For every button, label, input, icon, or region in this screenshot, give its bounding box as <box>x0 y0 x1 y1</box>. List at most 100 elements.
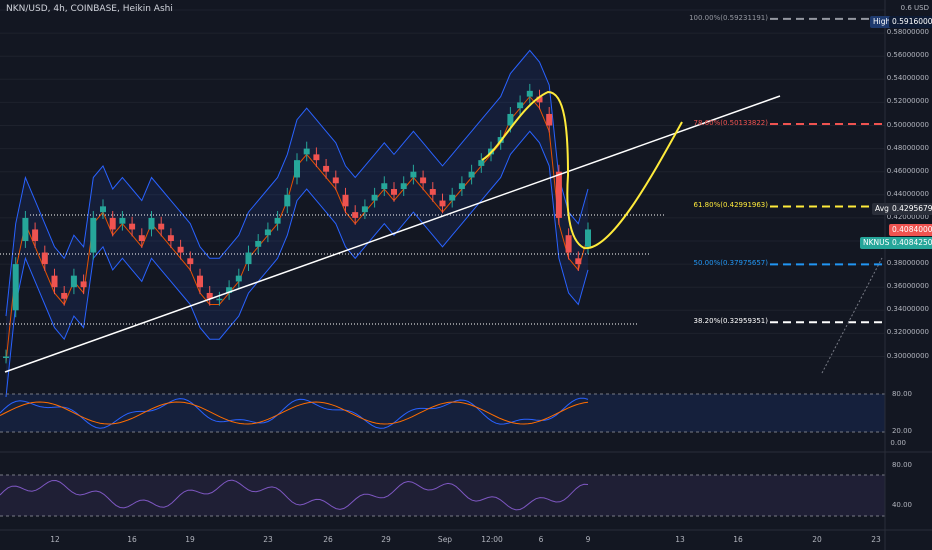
time-tick: 12:00 <box>481 535 503 544</box>
price-tick: 0.52000000 <box>886 97 929 106</box>
candle-body <box>536 96 543 103</box>
candle-body <box>381 183 388 190</box>
candle-body <box>410 171 417 178</box>
candle-body <box>274 217 281 224</box>
candle-body <box>90 217 97 253</box>
candle-body <box>284 194 291 207</box>
candle-body <box>555 171 562 218</box>
price-tick: 0.30000000 <box>886 351 929 360</box>
osc2-tick-40: 40.00 <box>891 501 912 509</box>
stoch-d-line <box>0 401 589 425</box>
candle-body <box>129 223 136 230</box>
candle-body <box>468 171 475 178</box>
high-tag-label: High <box>870 16 894 28</box>
dashed-projection <box>821 257 883 374</box>
candle-body <box>517 102 524 109</box>
price-tick: 0.34000000 <box>886 305 929 314</box>
price-tick: 0.50000000 <box>886 120 929 129</box>
symbol-tag-label: NKNUSD <box>860 237 899 249</box>
rsi-line <box>0 479 589 511</box>
fib-label: 78.60%(0.50133822) <box>693 118 768 127</box>
price-tick: 0.56000000 <box>886 51 929 60</box>
candle-body <box>226 287 233 293</box>
candle-body <box>323 165 330 172</box>
time-tick: 12 <box>50 535 60 544</box>
stoch-k-line <box>0 397 589 429</box>
candle-body <box>3 356 9 358</box>
candle-body <box>575 258 582 265</box>
osc1-tick-0: 0.00 <box>890 439 906 447</box>
candle-body <box>332 177 339 184</box>
time-tick: 16 <box>127 535 137 544</box>
candle-body <box>400 183 407 190</box>
candle-body <box>206 292 213 299</box>
symbol-header: NKN/USD, 4h, COINBASE, Heikin Ashi <box>6 4 173 14</box>
time-tick: 9 <box>585 535 591 544</box>
candle-body <box>478 160 485 166</box>
price-tag-red: 0.40840000 <box>889 224 932 236</box>
candle-body <box>361 206 368 213</box>
price-tick: 0.38000000 <box>886 259 929 268</box>
price-tick: 0.32000000 <box>886 328 929 337</box>
price-tick: 0.44000000 <box>886 189 929 198</box>
symbol-tag-value: 0.40842500 <box>889 237 932 249</box>
candle-body <box>138 235 145 241</box>
candle-body <box>371 194 378 201</box>
fib-levels <box>770 17 885 324</box>
time-tick: 16 <box>733 535 743 544</box>
candle-body <box>429 189 436 195</box>
candle-body <box>507 113 514 126</box>
price-tick: 0.58000000 <box>886 28 929 37</box>
candle-body <box>439 200 446 207</box>
bollinger-upper <box>5 49 589 317</box>
candle-body <box>294 160 300 178</box>
time-tick: 29 <box>381 535 391 544</box>
high-tag-value: 0.59160000 <box>889 16 932 28</box>
candle-body <box>352 212 359 218</box>
candle-body <box>61 292 68 299</box>
time-tick: 13 <box>675 535 685 544</box>
grid <box>0 9 885 357</box>
candle-body <box>109 217 116 230</box>
time-tick: 19 <box>185 535 195 544</box>
candle-body <box>187 258 194 265</box>
candles <box>3 83 591 364</box>
price-tick: 0.42000000 <box>886 212 929 221</box>
candle-body <box>158 223 165 230</box>
candle-body <box>526 90 533 97</box>
time-tick: 6 <box>538 535 544 544</box>
candle-body <box>177 246 184 253</box>
candle-body <box>313 154 320 161</box>
candle-body <box>51 275 58 288</box>
candle-body <box>565 235 572 253</box>
fib-label: 61.80%(0.42991963) <box>693 201 768 210</box>
osc1-band <box>0 394 885 432</box>
price-tick: 0.6 USD <box>900 4 929 12</box>
trendline[interactable] <box>4 95 781 373</box>
candle-body <box>255 241 262 247</box>
candle-body <box>449 194 456 201</box>
time-tick: 23 <box>871 535 881 544</box>
price-tick: 0.48000000 <box>886 143 929 152</box>
candle-body <box>197 275 203 288</box>
fib-label: 50.00%(0.37975657) <box>693 259 768 268</box>
price-tick: 0.46000000 <box>886 166 929 175</box>
candle-body <box>585 229 591 247</box>
time-tick: 20 <box>812 535 822 544</box>
candle-body <box>391 189 397 195</box>
projection-curve[interactable] <box>481 90 683 250</box>
osc1-tick-20: 20.00 <box>891 427 912 435</box>
avg-tag-value: 0.42956799 <box>889 203 932 215</box>
fib-label: 100.00%(0.59231191) <box>689 13 768 22</box>
candle-body <box>167 235 174 241</box>
candle-body <box>264 229 271 236</box>
time-tick: 26 <box>323 535 333 544</box>
osc2-tick-80: 80.00 <box>891 461 912 469</box>
candle-body <box>80 281 87 288</box>
candle-body <box>70 275 77 288</box>
candle-body <box>245 252 252 265</box>
candle-body <box>546 113 553 126</box>
bollinger-lower <box>5 130 589 397</box>
candle-body <box>32 229 39 241</box>
